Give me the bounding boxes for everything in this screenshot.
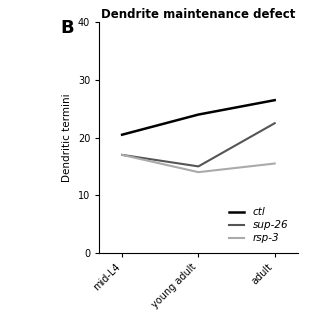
- rsp-3: [196, 170, 200, 174]
- ctl: [273, 98, 276, 102]
- rsp-3: [120, 153, 124, 157]
- sup-26: [273, 121, 276, 125]
- Text: B: B: [61, 19, 75, 37]
- Title: Dendrite maintenance defect: Dendrite maintenance defect: [101, 8, 296, 21]
- sup-26: [196, 164, 200, 168]
- Legend: ctl, sup-26, rsp-3: ctl, sup-26, rsp-3: [224, 203, 292, 248]
- ctl: [196, 113, 200, 116]
- Line: sup-26: sup-26: [122, 123, 275, 166]
- Line: ctl: ctl: [122, 100, 275, 135]
- sup-26: [120, 153, 124, 157]
- ctl: [120, 133, 124, 137]
- Line: rsp-3: rsp-3: [122, 155, 275, 172]
- rsp-3: [273, 162, 276, 165]
- Y-axis label: Dendritic termini: Dendritic termini: [62, 93, 72, 182]
